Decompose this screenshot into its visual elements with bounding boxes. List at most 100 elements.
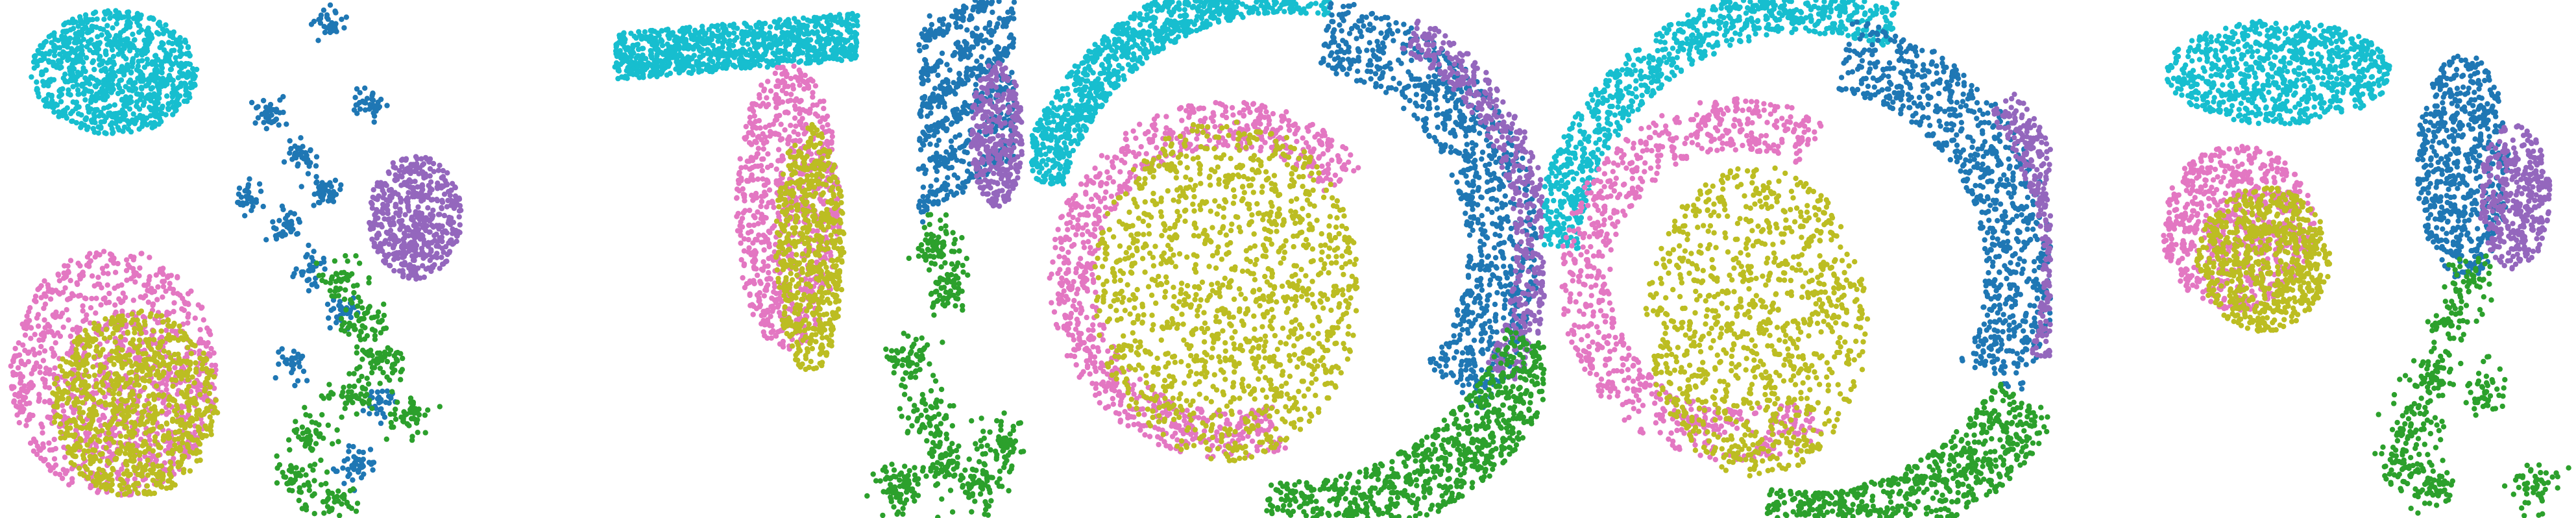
point bbox=[51, 110, 56, 115]
point bbox=[317, 200, 322, 205]
point bbox=[156, 95, 162, 101]
point bbox=[328, 3, 333, 8]
point bbox=[400, 274, 406, 279]
point bbox=[291, 349, 297, 354]
point bbox=[367, 102, 372, 107]
point bbox=[73, 31, 78, 36]
point bbox=[409, 185, 414, 190]
point bbox=[84, 19, 90, 25]
point bbox=[261, 204, 266, 209]
point bbox=[70, 118, 75, 123]
point bbox=[123, 113, 128, 118]
point bbox=[378, 406, 383, 412]
point bbox=[177, 40, 182, 45]
point bbox=[287, 138, 293, 143]
point bbox=[61, 40, 66, 45]
point bbox=[280, 94, 286, 99]
point bbox=[62, 51, 67, 56]
point bbox=[170, 112, 175, 117]
point bbox=[103, 66, 108, 71]
point bbox=[96, 79, 101, 84]
point bbox=[105, 105, 110, 110]
point bbox=[164, 81, 169, 86]
point bbox=[138, 97, 143, 102]
point bbox=[270, 119, 275, 124]
point bbox=[125, 118, 130, 123]
point bbox=[42, 40, 47, 45]
point bbox=[186, 44, 191, 49]
point bbox=[295, 162, 300, 167]
point bbox=[256, 115, 261, 120]
point bbox=[163, 112, 168, 117]
point bbox=[439, 205, 444, 210]
point bbox=[358, 90, 363, 95]
point bbox=[46, 92, 51, 97]
point bbox=[184, 75, 189, 80]
point bbox=[368, 447, 373, 452]
point bbox=[332, 26, 337, 31]
point bbox=[273, 375, 278, 380]
point bbox=[91, 50, 96, 55]
point bbox=[91, 126, 96, 131]
point bbox=[296, 217, 301, 222]
point bbox=[328, 325, 333, 330]
point bbox=[380, 224, 385, 229]
point bbox=[60, 86, 65, 92]
point bbox=[405, 225, 410, 230]
point bbox=[425, 205, 430, 210]
point bbox=[81, 26, 86, 31]
point bbox=[287, 151, 292, 156]
point bbox=[42, 52, 47, 57]
point bbox=[103, 11, 108, 16]
point bbox=[431, 169, 437, 174]
point bbox=[110, 126, 115, 131]
point bbox=[306, 243, 311, 248]
point bbox=[242, 213, 247, 218]
point bbox=[71, 73, 76, 78]
point bbox=[436, 212, 441, 217]
point bbox=[104, 23, 110, 28]
point bbox=[254, 199, 259, 204]
point bbox=[376, 193, 381, 199]
point bbox=[249, 100, 254, 105]
point bbox=[341, 481, 346, 486]
point bbox=[190, 76, 195, 81]
point bbox=[134, 91, 140, 96]
point bbox=[34, 79, 39, 84]
point bbox=[80, 66, 86, 71]
point bbox=[375, 249, 380, 254]
point bbox=[79, 48, 84, 53]
point bbox=[94, 16, 99, 21]
point bbox=[86, 39, 91, 44]
point bbox=[115, 111, 121, 116]
point bbox=[261, 120, 266, 125]
point bbox=[186, 51, 191, 56]
point bbox=[375, 389, 380, 395]
point bbox=[66, 88, 71, 93]
point bbox=[106, 33, 112, 38]
point bbox=[32, 66, 37, 71]
point bbox=[419, 156, 424, 162]
point bbox=[109, 90, 114, 95]
point bbox=[346, 449, 351, 454]
point bbox=[369, 93, 374, 98]
point bbox=[183, 40, 188, 45]
point bbox=[457, 203, 463, 208]
point bbox=[90, 23, 95, 29]
point bbox=[249, 208, 254, 213]
point bbox=[178, 80, 184, 86]
point bbox=[286, 219, 291, 225]
point bbox=[132, 121, 138, 126]
point bbox=[159, 84, 164, 89]
point bbox=[107, 39, 112, 44]
point bbox=[341, 25, 346, 31]
point bbox=[47, 49, 53, 54]
point bbox=[331, 199, 336, 204]
point bbox=[81, 37, 86, 42]
point bbox=[300, 354, 305, 359]
point bbox=[82, 75, 88, 80]
point bbox=[141, 38, 147, 43]
point bbox=[76, 71, 81, 77]
point bbox=[103, 97, 108, 102]
